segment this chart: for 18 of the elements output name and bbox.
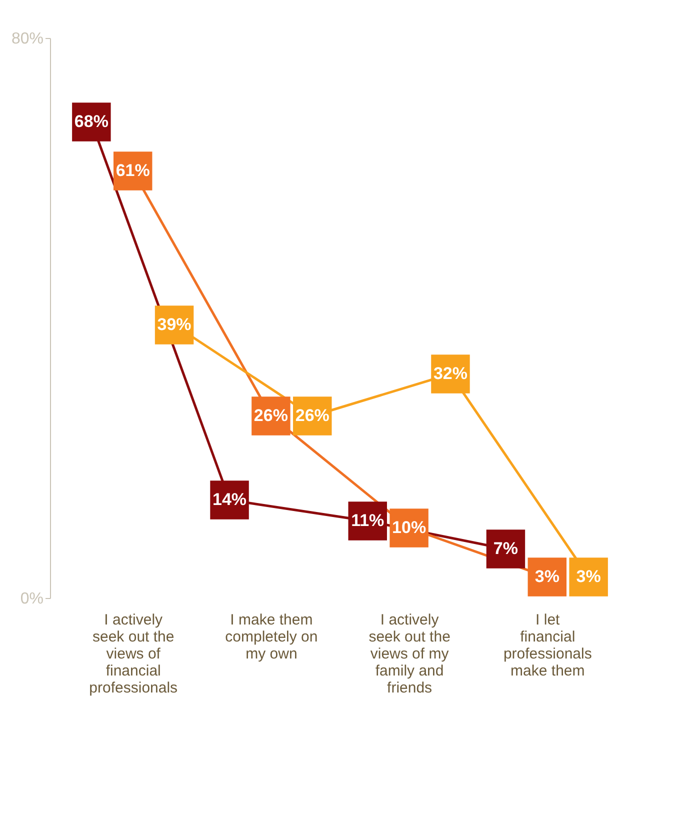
x-tick-label: I actively seek out the views of my family and friends xyxy=(368,612,450,696)
y-tick-label: 80% xyxy=(11,30,44,48)
text: 26% xyxy=(295,406,330,425)
x-tick-label: I make them completely on my own xyxy=(225,612,318,662)
text: 7% xyxy=(493,539,518,558)
x-tick-label: I let financial professionals make them xyxy=(503,612,592,680)
text: 10% xyxy=(392,518,426,537)
text: 3% xyxy=(576,567,601,586)
text: 68% xyxy=(74,112,108,131)
text: 32% xyxy=(433,364,468,383)
text: 11% xyxy=(351,511,384,530)
text: 26% xyxy=(254,406,288,425)
y-tick-label: 0% xyxy=(20,590,44,608)
x-tick-label: I actively seek out the views of financial professionals xyxy=(89,612,178,696)
text: 3% xyxy=(534,567,560,586)
text: 39% xyxy=(157,315,192,334)
text: 61% xyxy=(116,161,150,180)
text: 14% xyxy=(212,490,247,509)
